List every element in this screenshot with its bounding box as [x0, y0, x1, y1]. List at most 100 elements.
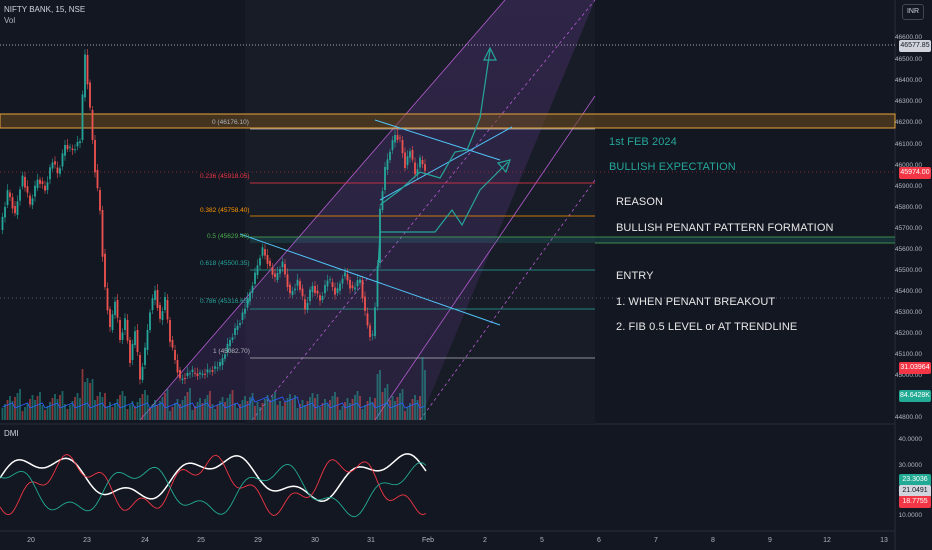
candle [381, 191, 384, 210]
resistance-zone[interactable] [0, 113, 896, 129]
candle [21, 175, 24, 187]
candle [116, 300, 119, 318]
volume-bar [154, 400, 156, 420]
dmi-badge-plus: 23.3036 [899, 474, 931, 486]
candle [149, 312, 151, 330]
candle [271, 267, 274, 275]
price-tick: 46000.00 [894, 162, 922, 169]
candle [96, 170, 99, 189]
candle [409, 151, 411, 158]
volume-bar [299, 404, 301, 420]
candle [136, 330, 139, 352]
volume-bar [219, 401, 221, 420]
candle [289, 284, 291, 294]
adx-line [0, 453, 427, 502]
annotation-expectation: BULLISH EXPECTATION [609, 161, 736, 173]
candle [266, 255, 269, 264]
candle [181, 378, 184, 380]
volume-bar [276, 405, 279, 420]
volume-bar [176, 399, 179, 420]
price-badge-high: 46577.85 [899, 40, 931, 52]
indicator-tick: 40.0000 [898, 436, 923, 443]
candle [364, 296, 366, 311]
volume-bar [199, 398, 201, 420]
volume-bar [371, 402, 374, 420]
volume-bar [106, 406, 109, 420]
candle [369, 325, 371, 338]
volume-bar [204, 399, 206, 420]
candle [1, 216, 4, 230]
volume-bar [361, 409, 364, 420]
volume-bar [101, 397, 104, 420]
volume-bar [251, 393, 254, 420]
candle [26, 186, 29, 193]
indicator-title[interactable]: DMI [4, 429, 19, 438]
candle [406, 156, 409, 165]
volume-bar [104, 393, 106, 420]
annotation-date: 1st FEB 2024 [609, 136, 677, 148]
price-tick: 45600.00 [894, 246, 922, 253]
volume-bar [291, 399, 294, 420]
candle [166, 300, 169, 320]
currency-button[interactable]: INR [902, 4, 924, 20]
volume-bar [144, 390, 146, 420]
candle [216, 367, 219, 369]
projection-path-2[interactable] [377, 161, 509, 271]
volume-bar [149, 408, 151, 420]
candle [164, 297, 166, 310]
volume-bar [289, 394, 291, 420]
price-tick: 45500.00 [894, 267, 922, 274]
volume-bar [209, 391, 211, 420]
candle [254, 272, 256, 284]
volume-bar [224, 402, 226, 420]
candle [31, 198, 34, 205]
channel-lower-line[interactable] [374, 95, 596, 421]
volume-bar [274, 392, 276, 420]
time-tick: 24 [141, 537, 149, 544]
symbol-title[interactable]: NIFTY BANK, 15, NSE [4, 5, 86, 14]
volume-bar [324, 399, 326, 420]
candle [359, 279, 361, 284]
candle [99, 190, 101, 211]
rising-channel[interactable] [140, 0, 595, 420]
projection-path-1[interactable] [379, 49, 491, 206]
candle [139, 355, 141, 380]
time-tick: 25 [197, 537, 205, 544]
price-tick: 45200.00 [894, 330, 922, 337]
candle [46, 182, 49, 190]
candle [186, 372, 189, 376]
volume-label[interactable]: Vol [4, 16, 16, 25]
candle [384, 167, 386, 190]
volume-bar [156, 405, 159, 420]
pennant-upper-line-2[interactable] [374, 119, 501, 161]
volume-bar [214, 409, 216, 420]
candle [86, 55, 89, 85]
volume-bar [304, 405, 306, 420]
volume-bar [266, 395, 269, 420]
channel-upper-line[interactable] [139, 0, 506, 421]
volume-bar [184, 396, 186, 420]
candle [206, 369, 209, 373]
volume-bar [4, 404, 6, 420]
channel-lower-dashed [419, 179, 596, 421]
volume-bar [336, 397, 339, 420]
candle [281, 261, 284, 268]
candle [279, 268, 281, 274]
fib-label-0618: 0.618 (45500.35) [200, 260, 250, 267]
volume-bar [339, 410, 341, 420]
candle [134, 331, 136, 345]
volume-bar [386, 384, 389, 420]
volume-bar [126, 409, 129, 420]
volume-bar [14, 397, 16, 420]
arrow-head-2-icon [496, 159, 511, 174]
volume-bar [364, 405, 366, 420]
candle [154, 290, 156, 300]
candle [144, 347, 146, 365]
candle [414, 162, 416, 175]
candle [224, 354, 226, 359]
pennant-upper-line-1[interactable] [239, 233, 501, 326]
candle [101, 210, 104, 257]
volume-bar [399, 393, 401, 420]
candle [191, 369, 194, 372]
